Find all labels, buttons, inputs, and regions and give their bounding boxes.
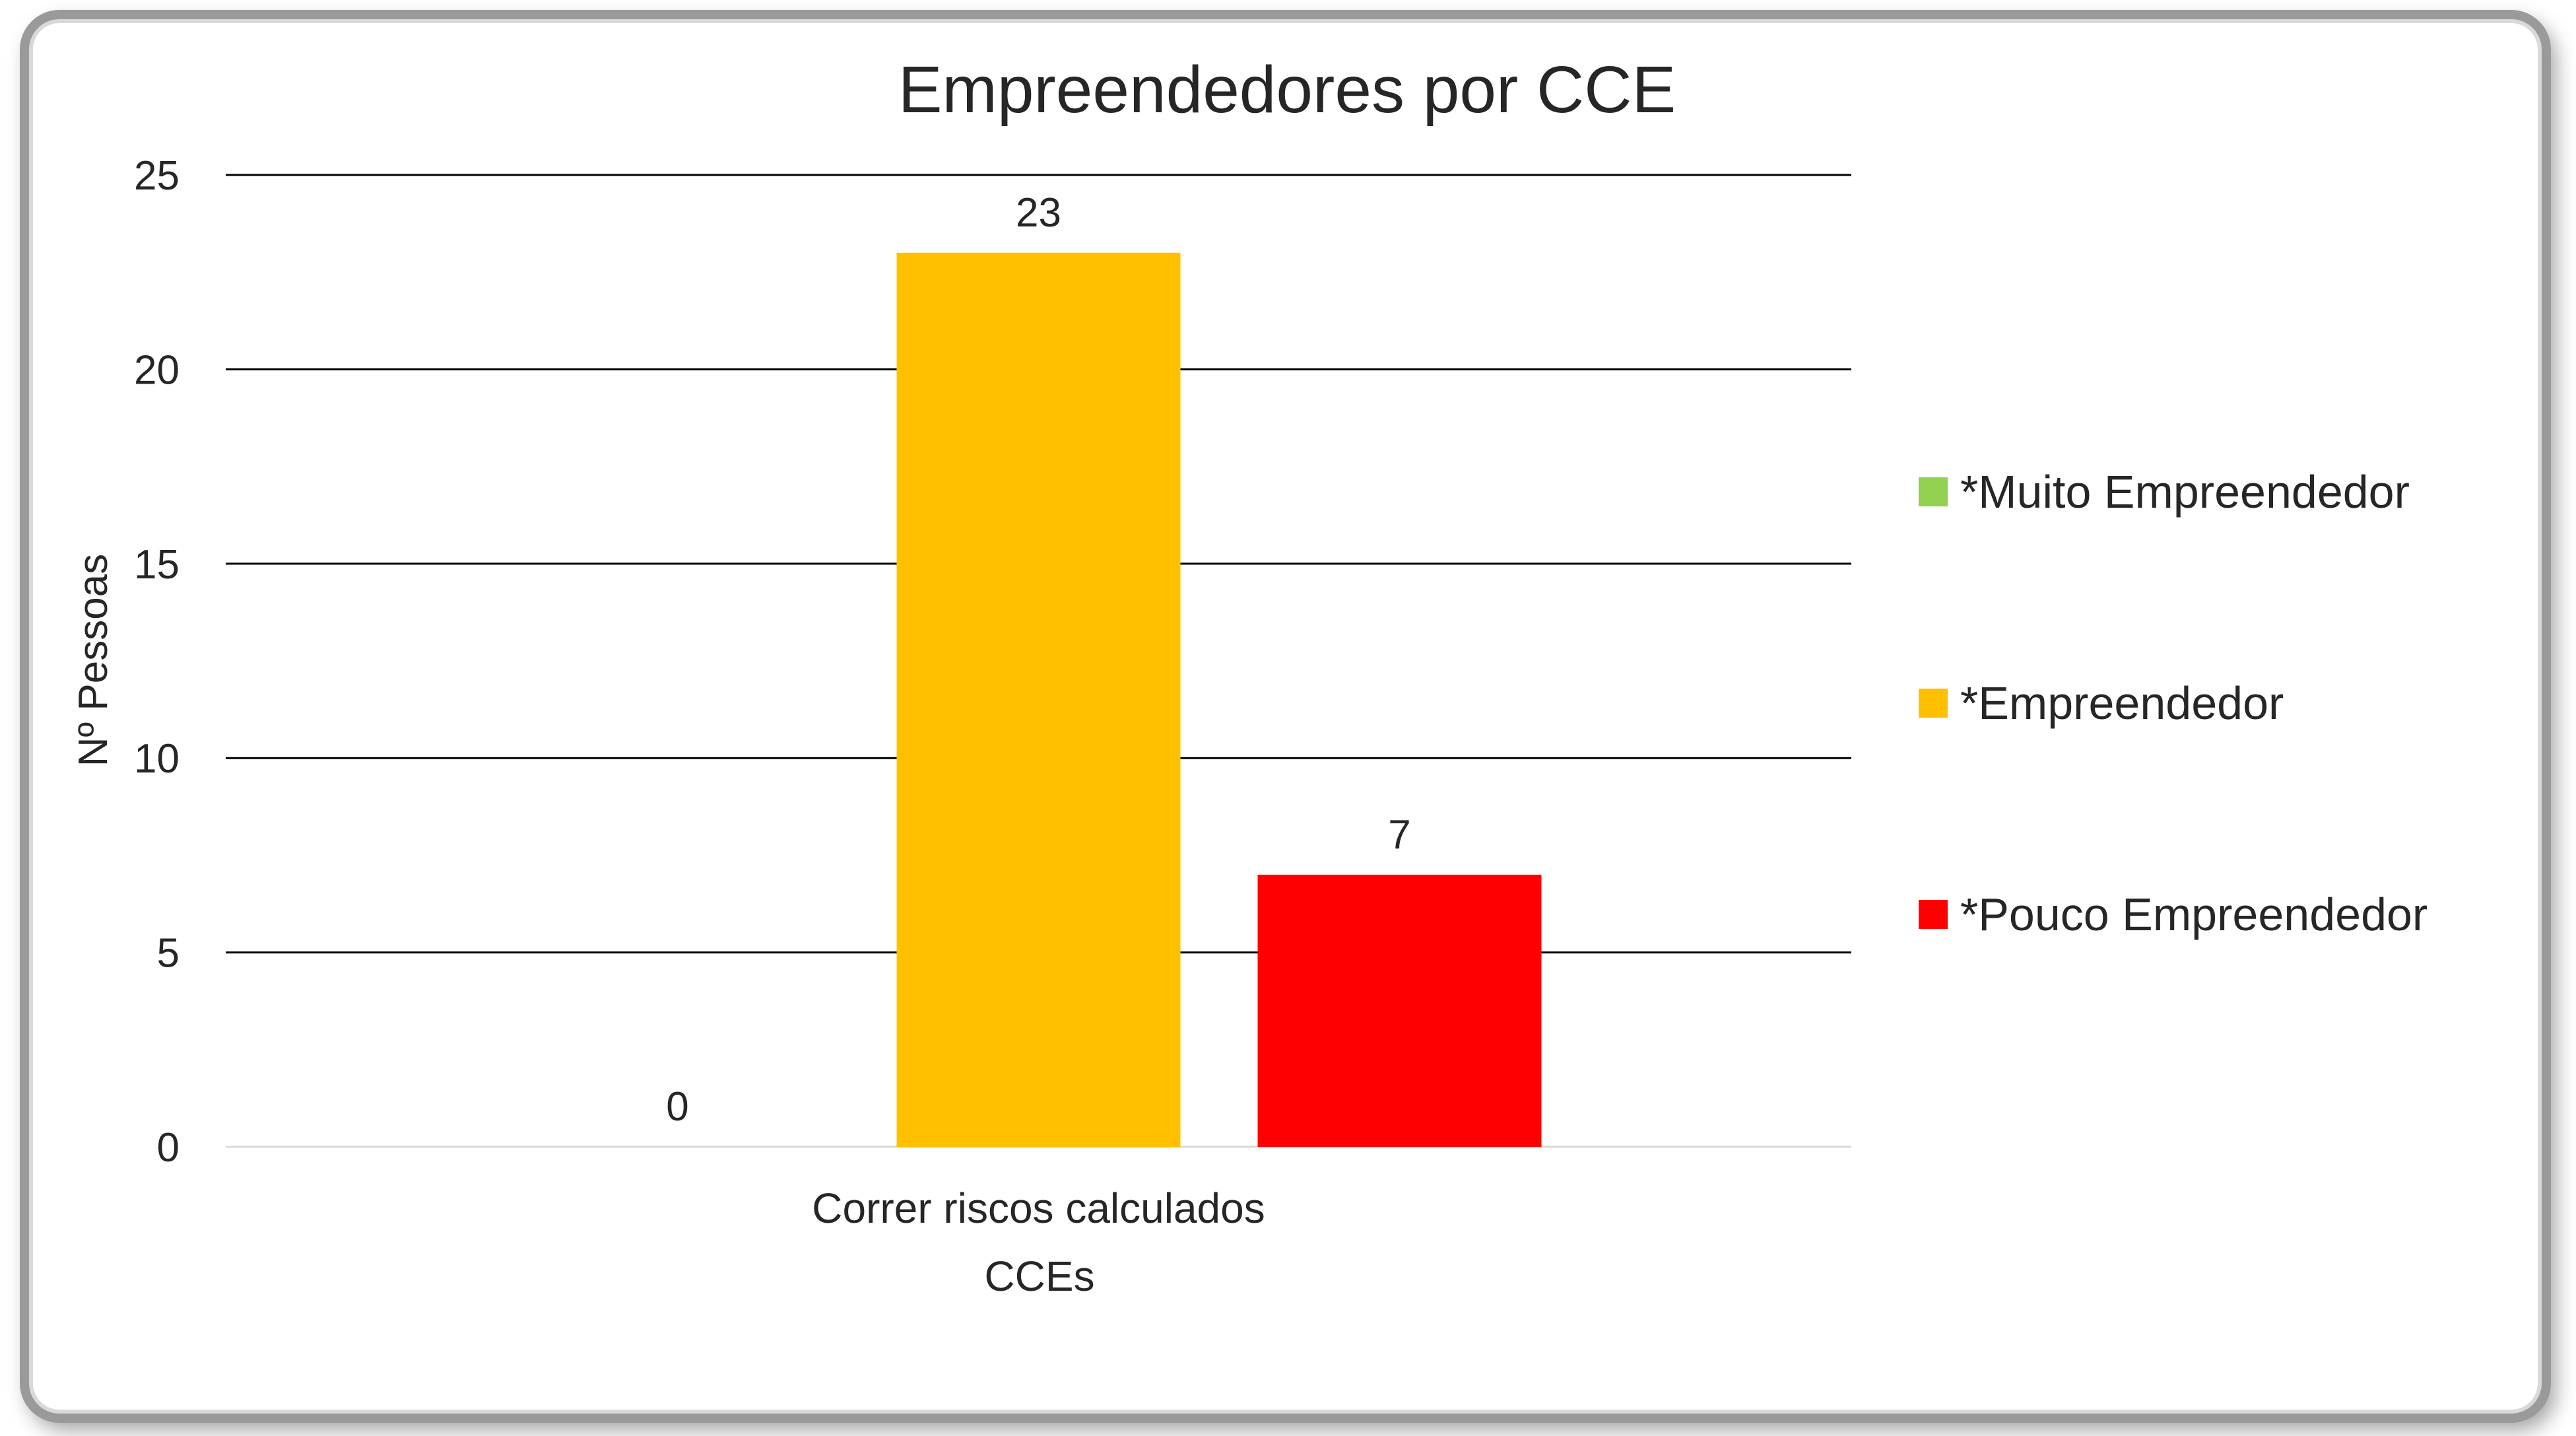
data-label: 0	[666, 1084, 688, 1130]
bar-3	[1257, 874, 1542, 1147]
x-axis-categories: Correr riscos calculados	[812, 1184, 1265, 1232]
y-tick-label: 5	[157, 931, 180, 976]
legend-label: *Muito Empreendedor	[1960, 466, 2410, 518]
y-tick-label: 25	[134, 153, 180, 199]
y-tick-label: 10	[134, 736, 180, 782]
x-category-label: Correr riscos calculados	[812, 1184, 1265, 1232]
chart-title: Empreendedores por CCE	[898, 53, 1676, 127]
y-axis-ticks: 0 5 10 15 20 25	[134, 153, 180, 1171]
data-label: 23	[1016, 190, 1061, 236]
data-labels: 0 23 7	[666, 190, 1410, 1130]
legend-swatch	[1919, 477, 1948, 506]
bars	[896, 252, 1542, 1147]
bar-2	[896, 252, 1181, 1147]
legend: *Muito Empreendedor *Empreendedor *Pouco E…	[1919, 466, 2427, 940]
y-tick-label: 15	[134, 542, 180, 588]
legend-label: *Pouco Empreendedor	[1960, 889, 2427, 940]
legend-swatch	[1919, 689, 1948, 718]
data-label: 7	[1388, 812, 1410, 858]
legend-label: *Empreendedor	[1960, 677, 2284, 729]
legend-swatch	[1919, 900, 1948, 929]
y-axis-label: Nº Pessoas	[71, 554, 116, 767]
chart-card	[33, 23, 2538, 1410]
x-axis-label: CCEs	[984, 1252, 1094, 1300]
y-tick-label: 0	[157, 1125, 180, 1171]
y-tick-label: 20	[134, 347, 180, 393]
